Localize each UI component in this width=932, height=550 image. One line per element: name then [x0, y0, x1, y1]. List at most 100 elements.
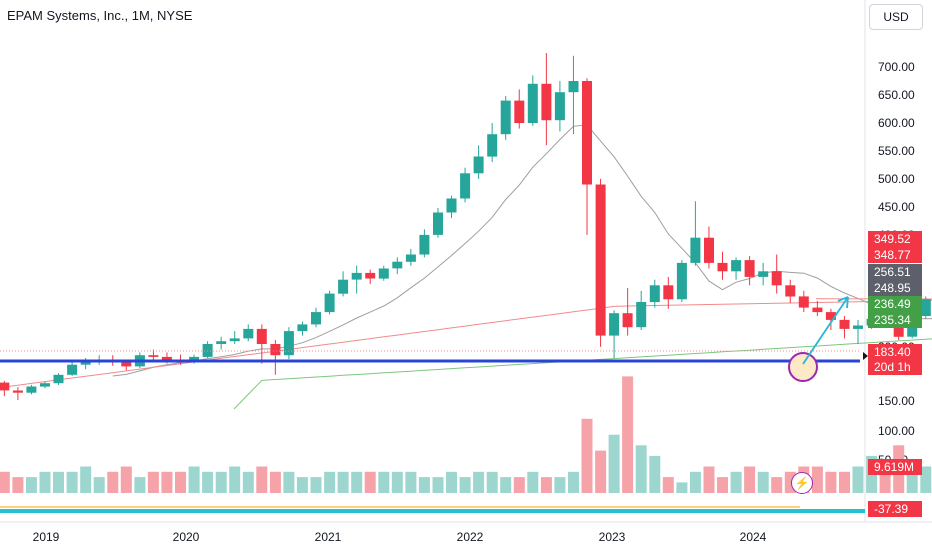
volume-bar — [811, 466, 823, 493]
volume-bar — [269, 471, 281, 493]
price-label-bg — [868, 312, 922, 328]
candle-body — [758, 271, 769, 277]
candle-body — [40, 383, 50, 387]
y-tick-label: 650.00 — [878, 88, 915, 102]
volume-bar — [608, 434, 620, 493]
volume-bar — [703, 466, 715, 493]
price-label: 9.619M — [874, 460, 914, 474]
currency-selector[interactable]: USD — [869, 4, 923, 30]
price-label: 348.77 — [874, 248, 911, 262]
candle-body — [270, 344, 281, 356]
candle-body — [636, 302, 647, 328]
candle-body — [541, 83, 552, 121]
x-tick-label: 2020 — [173, 530, 200, 544]
candle-body — [378, 268, 389, 279]
volume-bar — [513, 477, 525, 493]
volume-bar — [337, 471, 349, 493]
candle-body — [148, 355, 159, 357]
volume-bar — [391, 471, 403, 493]
volume-bar — [53, 471, 64, 493]
candle-body — [649, 285, 660, 303]
lightning-icon[interactable]: ⚡ — [791, 472, 813, 494]
candle-body — [825, 312, 836, 320]
volume-bar — [784, 471, 796, 493]
candle-body — [704, 237, 714, 263]
x-tick-label: 2024 — [740, 530, 767, 544]
candle-body — [80, 362, 91, 365]
x-tick-label: 2023 — [599, 530, 626, 544]
candle-body — [161, 356, 172, 361]
volume-bar — [202, 471, 214, 493]
candle-body — [351, 272, 362, 280]
volume-bar — [446, 471, 457, 493]
y-tick-label: 500.00 — [878, 172, 915, 186]
candle-body — [771, 271, 782, 286]
candle-body — [568, 81, 579, 93]
volume-bar — [649, 455, 661, 493]
price-label: 183.40 — [874, 345, 911, 359]
y-tick-label: 150.00 — [878, 394, 915, 408]
candle-body — [392, 261, 403, 269]
volume-bar — [405, 471, 417, 493]
volume-bar — [839, 471, 850, 493]
candle-body — [731, 260, 742, 272]
volume-bar — [662, 477, 674, 493]
price-label: 20d 1h — [874, 360, 911, 374]
volume-bar — [595, 450, 607, 493]
volume-bar — [351, 471, 363, 493]
volume-bar — [554, 477, 566, 493]
volume-bar — [188, 466, 200, 493]
x-tick-label: 2019 — [33, 530, 60, 544]
volume-bar — [689, 471, 701, 493]
candle-body — [622, 313, 633, 328]
candle-body — [812, 307, 823, 313]
volume-bar — [757, 471, 769, 493]
volume-bar — [147, 471, 159, 493]
candle-body — [67, 364, 78, 375]
candle-body — [243, 328, 254, 339]
volume-bar — [635, 445, 647, 493]
ma-fast-line — [112, 124, 932, 377]
candle-body — [433, 212, 443, 235]
volume-bar — [80, 466, 92, 493]
projection-arrow — [802, 296, 849, 365]
arrow-head — [837, 296, 849, 309]
candle-body — [216, 341, 227, 344]
candle-body — [609, 313, 620, 336]
volume-bar — [568, 471, 579, 493]
volume-bar — [161, 471, 173, 493]
candle-body — [53, 374, 64, 384]
volume-bar — [879, 466, 891, 493]
volume-bar — [25, 477, 37, 493]
y-tick-label: 700.00 — [878, 60, 915, 74]
volume-bar — [744, 466, 756, 493]
candle-body — [690, 237, 701, 263]
volume-bar — [527, 471, 539, 493]
candle-body — [26, 386, 37, 393]
volume-bar — [310, 477, 322, 493]
volume-bar — [324, 471, 336, 493]
candle-body — [798, 296, 809, 308]
candle-body — [324, 293, 335, 313]
candle-body — [744, 260, 755, 277]
volume-bar — [283, 471, 295, 493]
candle-body — [311, 312, 321, 325]
volume-bar — [459, 477, 471, 493]
price-label-bg — [868, 501, 922, 517]
price-label-bg — [868, 359, 922, 375]
y-tick-label: 100.00 — [878, 424, 915, 438]
volume-bar — [825, 471, 837, 493]
volume-bar — [473, 471, 485, 493]
price-label: 256.51 — [874, 265, 911, 279]
price-label-bg — [868, 459, 922, 475]
volume-bar — [486, 471, 498, 493]
candle-body — [473, 156, 484, 174]
candle-body — [202, 344, 213, 357]
volume-bar — [418, 477, 430, 493]
volume-bar — [771, 477, 783, 493]
volume-bar — [852, 466, 864, 493]
candle-body — [460, 173, 471, 199]
candle-body — [338, 279, 349, 294]
candle-body — [717, 262, 728, 272]
